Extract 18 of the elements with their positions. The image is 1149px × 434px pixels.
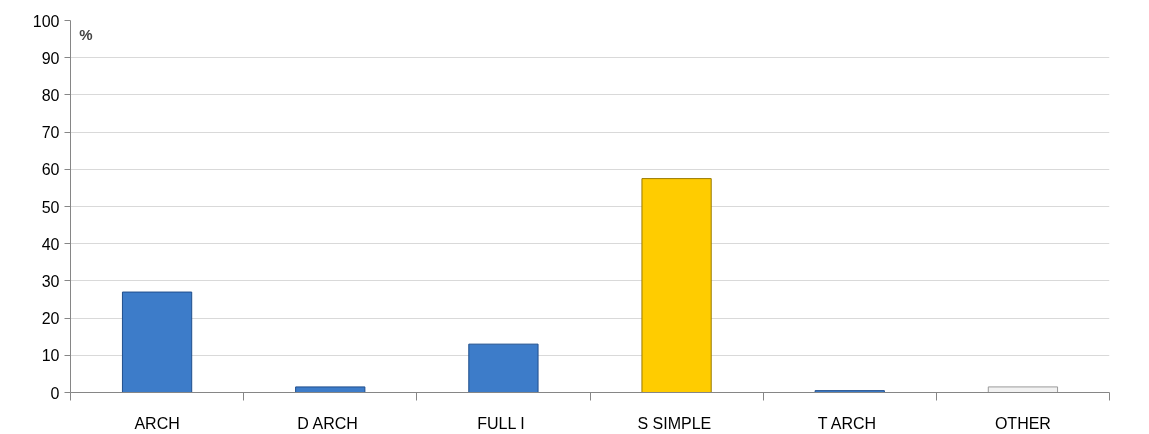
y-tick-label: 20 [41,310,60,328]
x-tick-label: FULL I [477,414,525,432]
x-tick-label: ARCH [134,414,180,432]
y-tick-label: 50 [41,198,60,216]
y-axis-title: % [79,25,93,43]
y-tick-label: 0 [50,384,60,402]
y-tick-label: 100 [32,12,60,30]
y-tick-label: 80 [41,86,60,104]
x-tick-label: D ARCH [297,414,358,432]
y-tick-label: 90 [41,49,60,67]
y-tick-label: 70 [41,124,60,142]
y-tick-label: 30 [41,272,60,290]
y-tick-label: 60 [41,161,60,179]
x-tick-label: OTHER [994,414,1051,432]
x-tick-label: S SIMPLE [637,414,712,432]
x-tick-label: T ARCH [817,414,877,432]
y-tick-label: 40 [41,235,60,253]
y-tick-label: 10 [41,347,60,365]
